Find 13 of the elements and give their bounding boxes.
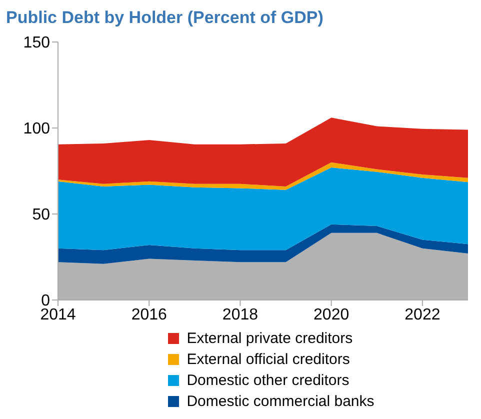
legend-label: Domestic other creditors <box>186 372 350 389</box>
x-tick-label: 2022 <box>404 306 440 324</box>
legend-label: External official creditors <box>186 351 350 368</box>
chart-title: Public Debt by Holder (Percent of GDP) <box>6 8 324 28</box>
legend-label: External private creditors <box>186 330 353 347</box>
legend-label: Domestic commercial banks <box>186 393 374 410</box>
x-tick-label: 2016 <box>131 306 168 324</box>
y-tick-label: 50 <box>32 206 50 224</box>
y-tick-label: 150 <box>23 34 50 52</box>
x-tick-label: 2018 <box>222 306 258 324</box>
x-tick-label: 2014 <box>40 306 76 324</box>
y-tick-label: 100 <box>23 120 50 138</box>
x-tick-label: 2020 <box>314 306 350 324</box>
